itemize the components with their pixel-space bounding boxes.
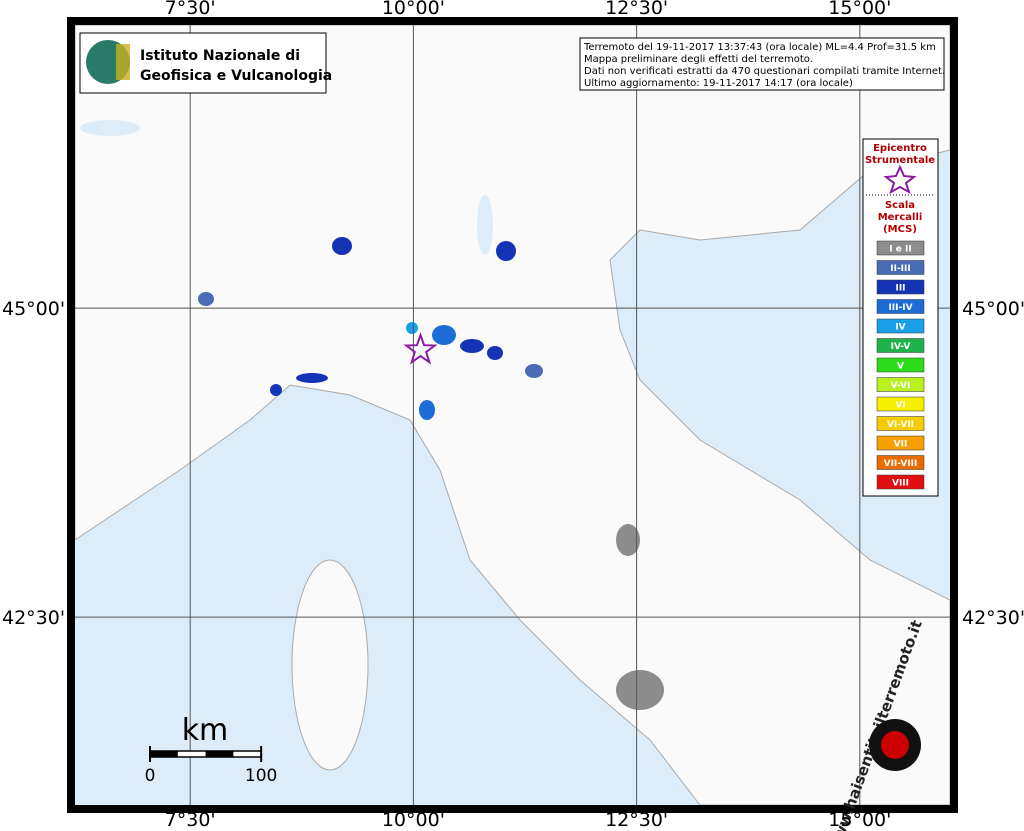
legend-level: IV-V xyxy=(891,342,911,352)
info-line: Dati non verificati estratti da 470 ques… xyxy=(584,66,945,77)
legend-swatch xyxy=(876,318,925,334)
lat-label: 45°00' xyxy=(962,298,1024,320)
graticule xyxy=(75,25,950,805)
intensity-area xyxy=(460,339,484,353)
legend: Epicentro Strumentale Scala Mercalli (MC… xyxy=(862,138,939,497)
logo-text: Geofisica e Vulcanologia xyxy=(140,68,332,84)
scale-bar: km 0 100 xyxy=(145,713,278,786)
legend-title: Epicentro xyxy=(873,143,927,154)
frame xyxy=(67,17,958,813)
intensity-area xyxy=(406,322,418,334)
legend-title: Mercalli xyxy=(878,212,923,223)
lake xyxy=(80,120,140,136)
info-frame xyxy=(579,37,945,91)
lon-label: 15°00' xyxy=(828,0,891,19)
lon-label: 7°30' xyxy=(165,809,216,831)
intensity-area xyxy=(432,325,456,345)
legend-star xyxy=(883,164,917,195)
legend-level: V-VI xyxy=(891,381,911,391)
legend-level: I e II xyxy=(889,245,911,255)
legend-swatch xyxy=(876,357,925,373)
scale-unit: km xyxy=(182,713,229,748)
legend-swatch xyxy=(876,455,925,470)
epicenter xyxy=(403,332,438,365)
logo-text: Istituto Nazionale di xyxy=(140,48,300,64)
info-box: Terremoto del 19-11-2017 13:37:43 (ora l… xyxy=(579,37,945,91)
corsica xyxy=(291,559,369,771)
legend-swatch xyxy=(876,279,925,295)
info-line: Terremoto del 19-11-2017 13:37:43 (ora l… xyxy=(583,42,936,53)
lat-label: 42°30' xyxy=(2,607,65,629)
intensity-area xyxy=(419,400,435,420)
intensity-area xyxy=(332,237,352,255)
logo: Istituto Nazionale di Geofisica e Vulcan… xyxy=(79,32,332,94)
scale-label: 0 xyxy=(145,766,156,786)
intensity-area xyxy=(487,346,503,360)
legend-level: II-III xyxy=(890,264,910,274)
legend-swatch xyxy=(876,396,925,412)
intensity-area xyxy=(270,384,282,396)
info-line: Mappa preliminare degli effetti del terr… xyxy=(584,54,813,65)
logo-mark xyxy=(116,44,130,80)
legend-level: VII xyxy=(894,440,908,450)
info-line: Ultimo aggiornamento: 19-11-2017 14:17 (… xyxy=(584,78,853,89)
lon-label: 12°30' xyxy=(605,809,668,831)
lat-label: 45°00' xyxy=(2,298,65,320)
watermark-logo xyxy=(881,731,909,759)
legend-level: IV xyxy=(895,323,905,333)
scale-bar-segment xyxy=(150,751,178,757)
legend-swatch xyxy=(876,338,925,353)
lat-label: 42°30' xyxy=(962,607,1024,629)
intensity-areas xyxy=(198,237,664,710)
legend-level: III xyxy=(895,284,905,294)
legend-swatch xyxy=(876,435,925,451)
legend-swatch xyxy=(876,474,925,490)
legend-title: Strumentale xyxy=(865,155,935,166)
scale-label: 100 xyxy=(245,766,277,786)
lon-label: 10°00' xyxy=(382,0,445,19)
legend-level: V xyxy=(897,362,904,372)
lake xyxy=(477,195,493,255)
legend-swatch xyxy=(876,299,925,314)
legend-swatch xyxy=(876,377,925,392)
scale-bar-segment xyxy=(205,751,234,757)
intensity-area xyxy=(496,241,516,261)
intensity-area xyxy=(296,373,328,383)
lon-label: 7°30' xyxy=(165,0,216,19)
legend-swatch xyxy=(876,240,925,256)
lon-label: 15°00' xyxy=(828,809,891,831)
legend-level: III-IV xyxy=(888,303,912,313)
intensity-area xyxy=(525,364,543,378)
legend-title: (MCS) xyxy=(883,224,917,235)
lon-label: 12°30' xyxy=(605,0,668,19)
legend-swatch xyxy=(876,416,925,431)
intensity-area xyxy=(198,292,214,306)
legend-level: VI-VII xyxy=(887,420,914,430)
legend-level: VIII xyxy=(892,479,909,489)
legend-title: Scala xyxy=(885,200,915,211)
legend-level: VII-VIII xyxy=(884,459,918,469)
intensity-area xyxy=(616,524,640,556)
legend-swatch xyxy=(876,260,925,275)
legend-level: VI xyxy=(895,401,905,411)
lon-label: 10°00' xyxy=(382,809,445,831)
intensity-area xyxy=(616,670,664,710)
